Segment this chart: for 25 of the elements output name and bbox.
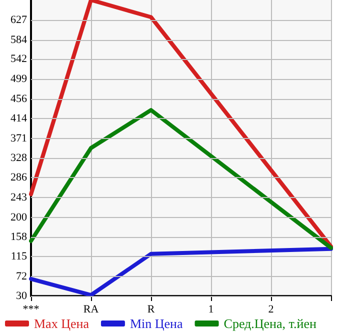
y-tick-label: 200 (10, 211, 28, 224)
legend-label: Max Цена (34, 316, 90, 331)
y-tick-label: 456 (10, 92, 28, 105)
x-tick-label: RA (83, 304, 99, 316)
line-series (29, 0, 333, 249)
y-tick-label: 72 (16, 270, 27, 283)
x-tick-label: 1 (208, 304, 214, 316)
y-tick-label: 499 (10, 73, 28, 86)
y-tick-label: 414 (10, 112, 28, 124)
legend-label: Min Цена (130, 316, 183, 331)
y-tick-label: 30 (16, 290, 28, 302)
y-tick-label: 115 (10, 250, 28, 263)
y-tick-label: 286 (10, 172, 28, 184)
legend-label: Сред.Цена, т.йен (224, 316, 316, 331)
y-tick-label: 542 (10, 53, 27, 66)
x-tick-label: R (147, 304, 156, 316)
y-tick-label: 584 (10, 34, 28, 46)
y-tick-label: 158 (10, 230, 28, 243)
y-tick-label: 328 (10, 152, 28, 164)
y-tick-label: 627 (10, 14, 28, 26)
x-tick-label: *** (22, 304, 40, 316)
line-series (29, 108, 333, 250)
x-tick-label: 2 (268, 304, 274, 316)
y-tick-label: 243 (10, 191, 28, 204)
y-tick-label: 371 (10, 132, 27, 144)
